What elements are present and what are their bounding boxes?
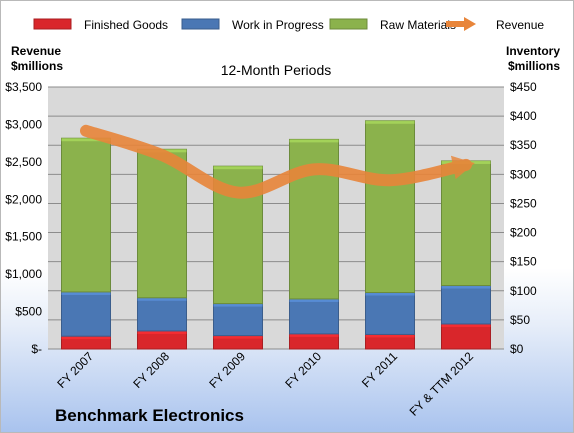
right-axis-label-line1: Inventory [506,44,560,58]
legend-label-raw-materials: Raw Materials [380,18,456,32]
bar-finished-goods [441,323,491,350]
bar-raw-materials [365,120,415,294]
bar-highlight [289,139,339,143]
bar-highlight [365,292,415,296]
left-tick-label: $2,000 [5,192,42,206]
chart-subtitle: 12-Month Periods [221,62,332,78]
chart-title: Benchmark Electronics [55,406,244,425]
right-tick-label: $100 [510,284,537,298]
category-label: FY 2011 [359,349,400,390]
category-label: FY & TTM 2012 [407,349,477,419]
bar-highlight [289,333,339,337]
bar-raw-materials [61,137,111,293]
left-tick-label: $3,000 [5,117,42,131]
legend-label-work-in-progress: Work in Progress [232,18,324,32]
left-tick-label: $- [31,342,42,356]
bar-highlight [213,335,263,339]
legend-label-finished-goods: Finished Goods [84,18,168,32]
bar-work-in-progress [289,298,339,335]
category-label: FY 2008 [130,349,172,391]
legend-swatch-raw-materials [329,18,368,30]
category-label: FY 2010 [282,349,324,391]
left-axis-ticks: $- $500 $1,000 $1,500 $2,000 $2,500 $3,000 $3,5… [5,80,42,356]
gridlines [48,86,504,350]
bar-work-in-progress [213,303,263,337]
bar-work-in-progress [441,285,491,325]
left-tick-label: $1,500 [5,230,42,244]
category-label: FY 2009 [206,349,248,391]
bars [61,120,491,350]
left-axis-label-line2: $millions [11,59,63,73]
bar-highlight [61,336,111,340]
bar-highlight [289,298,339,302]
category-label: FY 2007 [54,349,96,391]
bar-highlight [441,285,491,289]
bar-highlight [137,297,187,301]
right-axis-label-line2: $millions [508,59,560,73]
bar-highlight [441,323,491,327]
revenue-line [80,124,475,199]
right-tick-label: $450 [510,80,537,94]
right-tick-label: $200 [510,226,537,240]
legend-arrow-icon [464,17,476,31]
legend-label-revenue: Revenue [496,18,544,32]
right-axis-ticks: $0 $50 $100 $150 $200 $250 $300 $350 $400 $450 [510,80,537,356]
left-tick-label: $500 [15,305,42,319]
bar-highlight [365,120,415,124]
bar-highlight [213,303,263,307]
bar-highlight [137,330,187,334]
bar-highlight [61,291,111,295]
plot-area [48,87,504,349]
left-tick-label: $3,500 [5,80,42,94]
right-tick-label: $50 [510,313,530,327]
bar-work-in-progress [365,292,415,335]
bar-highlight [365,334,415,338]
revenue-line-group [80,124,475,199]
bar-highlight [61,138,111,142]
right-tick-label: $0 [510,342,524,356]
right-tick-label: $350 [510,138,537,152]
legend: Finished Goods Work in Progress Raw Materi… [33,17,544,32]
bar-highlight [213,166,263,170]
right-tick-label: $300 [510,167,537,181]
right-tick-label: $150 [510,255,537,269]
legend-swatch-finished-goods [33,18,72,30]
left-axis-label-line1: Revenue [11,44,61,58]
bar-raw-materials [441,160,491,287]
right-tick-label: $400 [510,109,537,123]
right-tick-label: $250 [510,196,537,210]
bar-work-in-progress [137,297,187,332]
bar-raw-materials [137,148,187,299]
bar-work-in-progress [61,291,111,337]
left-tick-label: $2,500 [5,155,42,169]
left-tick-label: $1,000 [5,267,42,281]
legend-swatch-work-in-progress [181,18,220,30]
